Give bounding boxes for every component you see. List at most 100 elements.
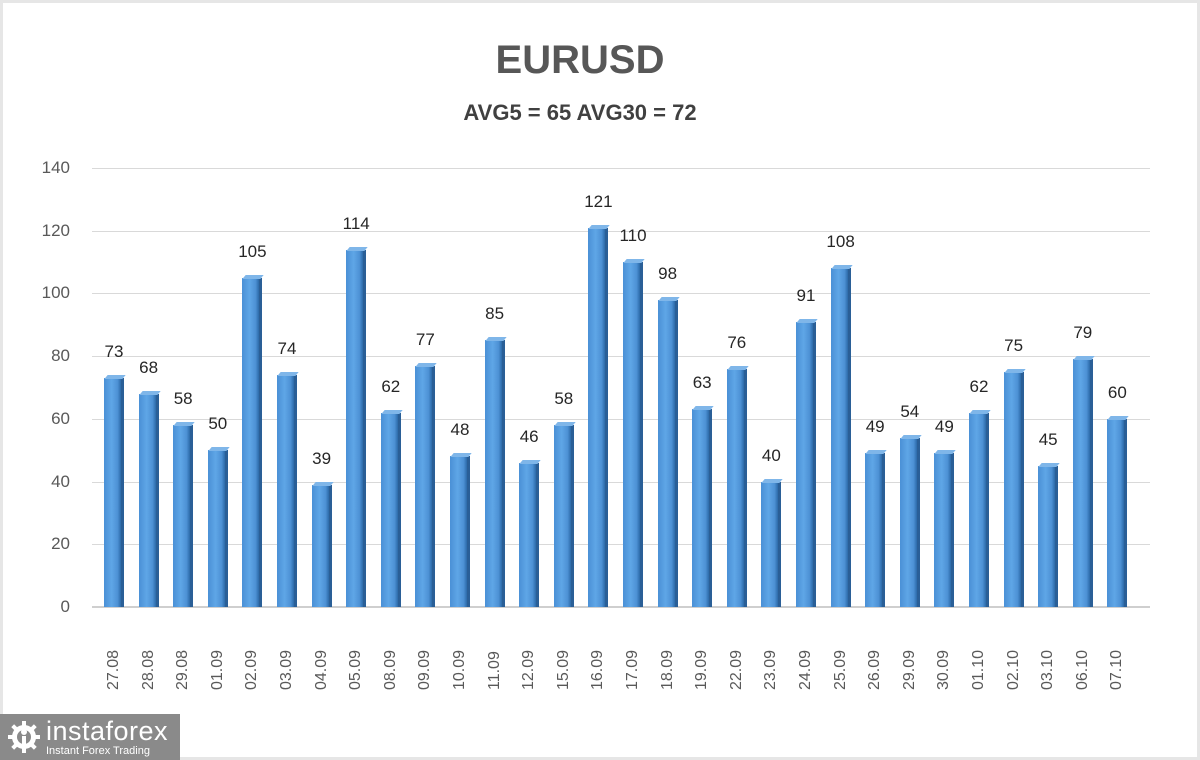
x-tick-label: 06.10: [1073, 612, 1093, 690]
x-tick-text: 11.09: [485, 651, 503, 690]
bar: [450, 456, 470, 607]
x-tick-label: 24.09: [796, 612, 816, 690]
data-label: 77: [415, 329, 435, 349]
data-label: 58: [554, 389, 574, 409]
bar: [242, 277, 263, 607]
data-label: 62: [969, 376, 989, 396]
bar: [726, 368, 747, 607]
bar: [1038, 465, 1059, 607]
data-label: 49: [865, 417, 885, 437]
x-tick-label: 03.09: [277, 612, 297, 690]
gridline: [92, 168, 1150, 169]
x-tick-label: 11.09: [485, 612, 505, 690]
x-tick-label: 03.10: [1038, 612, 1058, 690]
bar: [346, 249, 367, 607]
data-label: 105: [238, 241, 267, 261]
x-tick-text: 06.10: [1073, 649, 1091, 690]
x-tick-text: 17.09: [624, 649, 641, 690]
x-tick-text: 03.10: [1039, 649, 1057, 690]
x-tick-text: 28.08: [139, 649, 157, 690]
y-tick-label: 80: [51, 346, 70, 366]
data-label: 46: [519, 426, 539, 446]
x-tick-label: 29.08: [173, 612, 193, 690]
x-tick-text: 30.09: [935, 649, 953, 690]
y-tick-label: 20: [51, 534, 70, 554]
x-tick-text: 27.08: [105, 649, 122, 690]
data-label: 58: [173, 389, 193, 409]
instaforex-watermark: instaforex Instant Forex Trading: [0, 714, 180, 760]
bar: [138, 393, 159, 607]
x-tick-text: 12.09: [520, 649, 538, 690]
x-tick-label: 05.09: [346, 612, 366, 690]
data-label: 54: [900, 401, 920, 421]
x-tick-text: 08.09: [381, 649, 399, 690]
x-tick-text: 09.09: [416, 649, 434, 690]
bar: [553, 425, 574, 607]
x-tick-text: 29.08: [174, 649, 192, 690]
bar: [934, 453, 955, 607]
data-label: 48: [450, 420, 470, 440]
gear-person-icon: [8, 721, 40, 753]
y-tick-label: 140: [41, 158, 70, 177]
bar: [969, 412, 989, 607]
bar: [415, 365, 436, 607]
y-tick-label: 120: [41, 220, 70, 240]
bar: [380, 412, 401, 607]
brand-name: instaforex: [46, 715, 169, 746]
data-label: 63: [692, 373, 712, 393]
x-tick-text: 01.09: [208, 649, 226, 690]
x-tick-text: 25.09: [831, 649, 849, 690]
x-tick-label: 10.09: [450, 612, 470, 690]
data-label: 49: [934, 417, 954, 437]
gridline: [92, 356, 1150, 358]
x-tick-label: 02.09: [242, 612, 262, 690]
x-tick-text: 10.09: [451, 649, 468, 690]
bar: [899, 437, 920, 607]
x-tick-label: 19.09: [692, 612, 712, 690]
bar: [311, 484, 332, 607]
bar: [173, 425, 194, 607]
x-tick-text: 02.10: [1004, 649, 1022, 690]
data-label: 121: [584, 191, 613, 211]
x-tick-text: 19.09: [693, 649, 711, 690]
bar: [1107, 418, 1128, 607]
gridline: [92, 481, 1150, 483]
x-tick-text: 07.10: [1108, 649, 1126, 690]
chart-title: EURUSD: [495, 38, 665, 82]
x-tick-label: 01.09: [208, 612, 228, 690]
data-label: 75: [1004, 335, 1024, 355]
bar: [761, 481, 782, 607]
x-tick-label: 28.08: [139, 612, 159, 690]
y-tick-label: 0: [60, 597, 70, 616]
x-tick-label: 17.09: [623, 612, 643, 690]
x-tick-label: 02.10: [1004, 612, 1024, 690]
bar: [207, 450, 228, 607]
bar: [1072, 359, 1093, 607]
x-tick-label: 25.09: [831, 612, 851, 690]
x-tick-label: 15.09: [554, 612, 574, 690]
y-tick-label: 40: [51, 471, 70, 491]
data-label: 73: [104, 342, 124, 362]
bar: [796, 321, 816, 607]
y-tick-label: 60: [51, 408, 70, 428]
x-tick-text: 16.09: [589, 649, 607, 690]
x-tick-label: 07.10: [1107, 612, 1127, 690]
data-label: 60: [1107, 382, 1127, 402]
bar: [865, 453, 886, 607]
x-tick-label: 04.09: [312, 612, 332, 690]
x-tick-text: 29.09: [900, 649, 918, 690]
gridline: [92, 230, 1150, 232]
bar: [830, 268, 851, 607]
data-label: 68: [139, 357, 159, 377]
x-tick-label: 18.09: [658, 612, 678, 690]
bar: [623, 262, 643, 607]
x-tick-label: 29.09: [900, 612, 920, 690]
x-tick-text: 24.09: [797, 649, 814, 690]
bar: [277, 374, 297, 607]
gridline: [92, 544, 1150, 546]
x-tick-label: 09.09: [415, 612, 435, 690]
x-tick-text: 02.09: [243, 649, 261, 690]
x-tick-text: 04.09: [312, 649, 330, 690]
x-tick-label: 01.10: [969, 612, 989, 690]
y-tick-label: 100: [41, 283, 70, 303]
